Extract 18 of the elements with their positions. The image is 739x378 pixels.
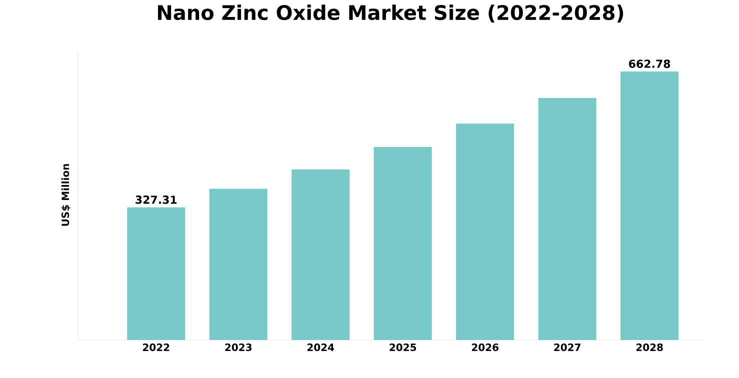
bar: [127, 207, 186, 340]
y-axis-title: US$ Million: [61, 164, 70, 226]
bar: [292, 169, 350, 340]
bar: [209, 188, 268, 340]
bar: [620, 71, 679, 340]
bar: [456, 124, 514, 340]
data-label: 662.78: [628, 60, 670, 68]
data-label: 327.31: [136, 196, 177, 204]
x-tick-label: 2028: [636, 344, 663, 352]
bar: [374, 146, 432, 340]
x-tick-label: 2022: [142, 344, 170, 352]
x-tick-label: 2023: [225, 344, 252, 352]
chart-title: Nano Zinc Oxide Market Size (2022-2028): [158, 4, 624, 22]
x-tick-label: 2027: [554, 344, 580, 352]
x-tick-label: 2025: [390, 344, 416, 352]
x-tick-label: 2026: [472, 344, 498, 352]
bar: [538, 98, 596, 340]
x-tick-label: 2024: [307, 344, 334, 352]
